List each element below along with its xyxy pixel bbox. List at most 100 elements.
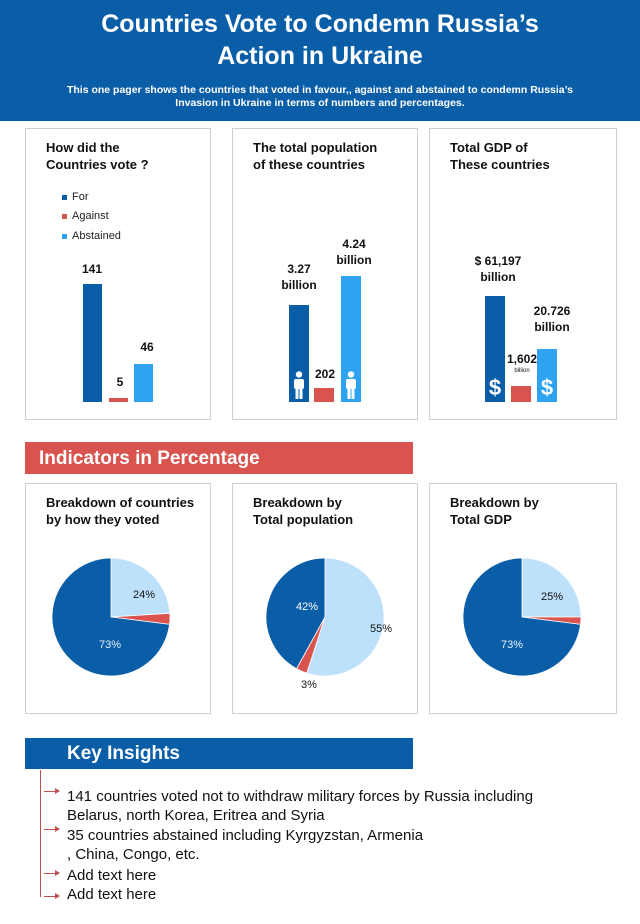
page-title: Countries Vote to Condemn Russia’s Actio… (0, 8, 640, 72)
insight-arrow-icon (44, 893, 60, 899)
legend-label-against: Against (72, 210, 109, 222)
pie-card-votes-title: Breakdown of countries by how they voted (46, 494, 194, 528)
gdp-card-title: Total GDP of These countries (450, 139, 550, 173)
population-for-bar (289, 305, 309, 402)
insights-banner: Key Insights (25, 738, 413, 769)
pie-population-title-line-1: Breakdown by (253, 495, 342, 510)
pie-votes-title-line-1: Breakdown of countries (46, 495, 195, 510)
legend-swatch-against (62, 214, 67, 219)
gdp-for-value: $ 61,197 billion (460, 253, 536, 285)
population-title-line-2: of these countries (253, 157, 365, 172)
pie-gdp-title-line-1: Breakdown by (450, 495, 539, 510)
legend-label-abstained: Abstained (72, 230, 121, 242)
insight-item-3: Add text here (67, 867, 157, 884)
pie-label-for: 73% (99, 639, 121, 651)
votes-abstained-value: 46 (140, 340, 154, 354)
svg-text:$: $ (489, 375, 501, 399)
votes-title-line-2: Countries vote ? (46, 157, 149, 172)
pie-card-votes: Breakdown of countries by how they voted… (25, 483, 211, 714)
legend-label-for: For (72, 191, 89, 203)
insight-item-1-line-1: 141 countries voted not to withdraw mili… (67, 788, 534, 805)
pie-label-for: 42% (296, 601, 318, 613)
population-abstained-bar (341, 276, 361, 402)
pie-votes-title-line-2: by how they voted (46, 512, 160, 527)
pie-label-abstained: 24% (133, 589, 155, 601)
pie-chart-population: 55% 3% 42% (265, 558, 392, 691)
insights-banner-label: Key Insights (67, 743, 180, 764)
pie-chart-gdp: 25%2%73% (462, 558, 582, 677)
pie-slice-abstained (521, 558, 582, 618)
votes-against-bar (109, 398, 128, 402)
insight-arrow-icon (44, 788, 60, 794)
population-against-value: 202 (314, 367, 336, 381)
insight-arrow-icon (44, 870, 60, 876)
pie-chart-votes: 24%3%73% (52, 558, 171, 677)
indicators-banner: Indicators in Percentage (25, 442, 413, 474)
legend-swatch-for (62, 195, 67, 200)
pie-card-gdp-title: Breakdown by Total GDP (450, 494, 539, 528)
pie-label-abstained: 25% (541, 591, 563, 603)
person-icon (294, 371, 304, 399)
gdp-title-line-2: These countries (450, 157, 550, 172)
population-abstained-value-line-2: billion (336, 253, 372, 267)
subtitle-line-1: This one pager shows the countries that … (66, 84, 574, 96)
gdp-against-value: 1,602 (506, 352, 538, 366)
population-for-value-line-1: 3.27 (287, 262, 311, 276)
dollar-icon: $ (489, 375, 501, 399)
gdp-abstained-bar: $ (537, 349, 557, 402)
gdp-title-line-1: Total GDP of (450, 140, 528, 155)
pie-slice-for (52, 558, 170, 677)
population-for-value-line-2: billion (281, 278, 317, 292)
legend-swatch-abstained (62, 234, 67, 239)
pie-label-against: 3% (301, 679, 317, 691)
votes-card: How did the Countries vote ? For Against… (25, 128, 211, 420)
pie-slice-for (462, 558, 581, 677)
insight-item-2: 35 countries abstained including Kyrgyzs… (67, 826, 627, 864)
pie-card-population: Breakdown by Total population 55% 3% 42% (232, 483, 418, 714)
votes-against-value: 5 (116, 375, 124, 389)
insights-bracket-line (40, 770, 41, 897)
gdp-abstained-value-line-2: billion (534, 320, 570, 334)
pie-slice-for (265, 558, 326, 670)
population-for-value: 3.27 billion (271, 261, 327, 293)
indicators-banner-label: Indicators in Percentage (39, 448, 260, 469)
population-abstained-value: 4.24 billion (326, 236, 382, 268)
pie-slice-abstained (306, 558, 385, 677)
gdp-against-bar (511, 386, 531, 402)
pie-gdp-title-line-2: Total GDP (450, 512, 512, 527)
votes-for-value: 141 (81, 262, 103, 276)
insight-item-2-line-1: 35 countries abstained including Kyrgyzs… (67, 827, 424, 844)
person-icon (346, 371, 356, 399)
population-against-bar (314, 388, 334, 402)
population-title-line-1: The total population (253, 140, 378, 155)
votes-abstained-bar (134, 364, 153, 402)
page-subtitle: This one pager shows the countries that … (30, 84, 610, 110)
gdp-abstained-value: 20.726 billion (524, 303, 580, 335)
insight-arrow-icon (44, 826, 60, 832)
gdp-abstained-value-line-1: 20.726 (533, 304, 571, 318)
insight-item-2-line-2: , China, Congo, etc. (67, 846, 200, 863)
pie-card-population-title: Breakdown by Total population (253, 494, 353, 528)
header-banner: Countries Vote to Condemn Russia’s Actio… (0, 0, 640, 121)
pie-slice-abstained (110, 558, 171, 618)
pie-label-abstained: 55% (370, 623, 392, 635)
pie-card-gdp: Breakdown by Total GDP 25%2%73% (429, 483, 617, 714)
insight-item-4: Add text here (67, 886, 157, 903)
title-line-2: Action in Ukraine (217, 42, 423, 70)
population-abstained-value-line-1: 4.24 (342, 237, 366, 251)
gdp-for-value-line-1: $ 61,197 (474, 254, 522, 268)
population-card: The total population of these countries … (232, 128, 418, 420)
gdp-for-value-line-2: billion (480, 270, 516, 284)
insight-item-1: 141 countries voted not to withdraw mili… (67, 787, 627, 825)
svg-text:$: $ (541, 375, 553, 399)
votes-for-bar (83, 284, 102, 402)
votes-title-line-1: How did the (46, 140, 120, 155)
gdp-against-unit: billion (514, 368, 530, 374)
gdp-for-bar: $ (485, 296, 505, 402)
pie-population-title-line-2: Total population (253, 512, 354, 527)
dollar-icon: $ (541, 375, 553, 399)
gdp-card: Total GDP of These countries $ 61,197 bi… (429, 128, 617, 420)
subtitle-line-2: Invasion in Ukraine in terms of numbers … (175, 97, 465, 109)
population-card-title: The total population of these countries (253, 139, 377, 173)
votes-card-title: How did the Countries vote ? (46, 139, 149, 173)
